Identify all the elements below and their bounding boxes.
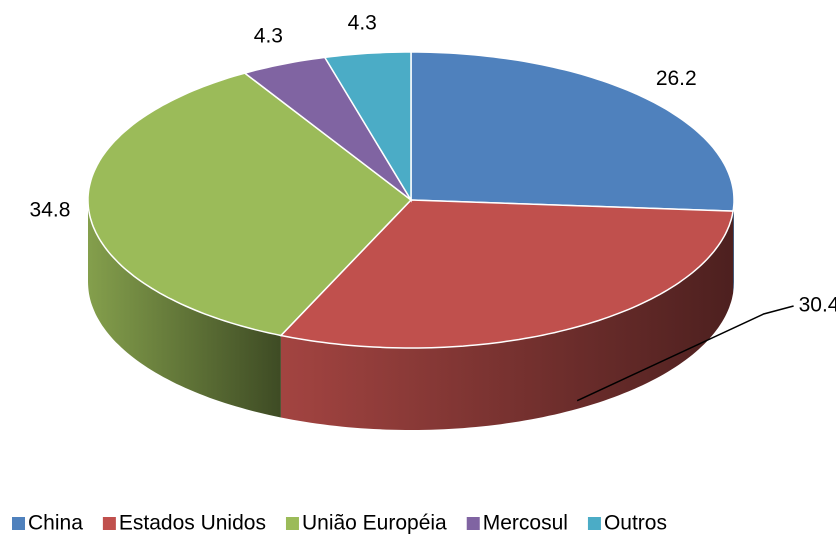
legend-swatch bbox=[587, 517, 601, 530]
data-label: 26.2 bbox=[656, 67, 697, 90]
legend-swatch bbox=[466, 517, 480, 530]
pie-slice bbox=[279, 199, 735, 349]
pie-slice bbox=[323, 51, 412, 203]
data-label: 30.4 bbox=[799, 294, 836, 317]
legend-label: Mercosul bbox=[483, 512, 568, 535]
pie-slice-side bbox=[280, 211, 734, 430]
pie-slice-side bbox=[733, 200, 734, 294]
data-label: 4.3 bbox=[254, 24, 283, 47]
pie-slice bbox=[410, 51, 735, 212]
legend-label: União Européia bbox=[302, 512, 447, 535]
legend-swatch bbox=[12, 517, 25, 530]
leader-line bbox=[576, 305, 794, 402]
legend-swatch bbox=[102, 517, 116, 530]
legend-label: Outros bbox=[604, 512, 667, 535]
legend-label: China bbox=[28, 512, 83, 535]
pie-slice-side bbox=[88, 200, 281, 418]
data-label: 34.8 bbox=[30, 199, 71, 222]
legend-label: Estados Unidos bbox=[119, 512, 266, 535]
data-label: 4.3 bbox=[348, 12, 377, 35]
legend-swatch bbox=[285, 517, 299, 530]
pie-slice bbox=[243, 56, 412, 201]
